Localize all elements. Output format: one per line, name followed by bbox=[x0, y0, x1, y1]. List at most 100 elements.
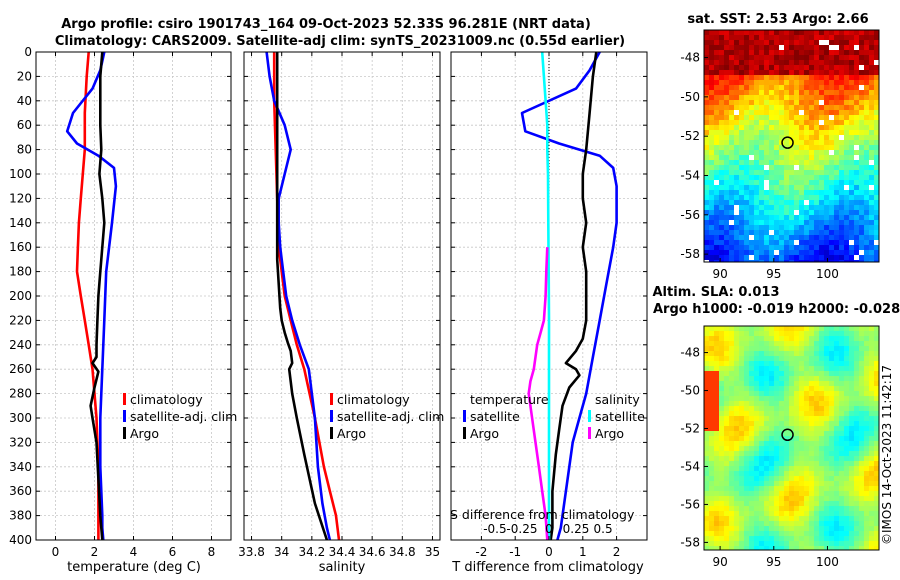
map-cell bbox=[829, 55, 835, 61]
map-cell bbox=[749, 456, 755, 462]
map-cell bbox=[759, 441, 765, 447]
map-cell bbox=[864, 411, 870, 417]
map-cell bbox=[739, 326, 745, 332]
map-cell bbox=[804, 481, 810, 487]
map-cell bbox=[859, 70, 865, 76]
map-cell bbox=[789, 130, 795, 136]
map-cell bbox=[804, 426, 810, 432]
map-cell bbox=[874, 205, 879, 211]
map-cell bbox=[724, 331, 730, 337]
map-cell bbox=[799, 356, 805, 362]
map-cell bbox=[819, 215, 825, 221]
map-cell bbox=[754, 255, 760, 261]
map-cell bbox=[794, 200, 800, 206]
map-cell bbox=[704, 491, 710, 497]
map-cell bbox=[839, 125, 845, 131]
top-tick-label: 0.5 bbox=[594, 522, 613, 536]
map-cell bbox=[759, 190, 765, 196]
map-cell bbox=[729, 45, 735, 51]
map-cell bbox=[754, 225, 760, 231]
map-cell bbox=[784, 185, 790, 191]
map-cell bbox=[804, 326, 810, 332]
map-cell bbox=[874, 195, 879, 201]
map-cell bbox=[729, 456, 735, 462]
map-cell bbox=[704, 205, 710, 211]
map-cell bbox=[714, 366, 720, 372]
map-cell bbox=[729, 190, 735, 196]
map-cell bbox=[854, 526, 860, 532]
map-cell bbox=[714, 235, 720, 241]
map-cell bbox=[739, 70, 745, 76]
map-cell bbox=[789, 95, 795, 101]
map-cell bbox=[824, 50, 830, 56]
map-cell bbox=[744, 336, 750, 342]
map-cell bbox=[714, 115, 720, 121]
map-cell bbox=[819, 476, 825, 482]
map-cell bbox=[854, 215, 860, 221]
map-cell bbox=[854, 426, 860, 432]
map-cell bbox=[714, 426, 720, 432]
x-tick-label: 35 bbox=[425, 545, 440, 559]
map-cell bbox=[854, 85, 860, 91]
map-cell bbox=[769, 255, 775, 261]
map-cell bbox=[844, 95, 850, 101]
map-cell bbox=[859, 346, 865, 352]
map-cell bbox=[804, 456, 810, 462]
map-cell bbox=[849, 75, 855, 81]
map-cell bbox=[739, 426, 745, 432]
map-cell bbox=[714, 341, 720, 347]
map-cell bbox=[824, 165, 830, 171]
map-cell bbox=[809, 366, 815, 372]
map-cell bbox=[809, 105, 815, 111]
map-cell bbox=[799, 205, 805, 211]
map-cell bbox=[814, 346, 820, 352]
map-cell bbox=[824, 140, 830, 146]
map-cell bbox=[719, 65, 725, 71]
map-cell bbox=[854, 30, 860, 36]
map-cell bbox=[844, 100, 850, 106]
map-cell bbox=[859, 336, 865, 342]
map-cell bbox=[739, 496, 745, 502]
map-cell bbox=[734, 140, 740, 146]
map-cell bbox=[729, 446, 735, 452]
map-cell bbox=[799, 120, 805, 126]
map-cell bbox=[779, 80, 785, 86]
map-cell bbox=[839, 155, 845, 161]
map-cell bbox=[704, 245, 710, 251]
map-cell bbox=[714, 145, 720, 151]
map-cell bbox=[764, 326, 770, 332]
map-cell bbox=[709, 170, 715, 176]
map-cell bbox=[834, 376, 840, 382]
map-cell bbox=[769, 140, 775, 146]
map-cell bbox=[779, 516, 785, 522]
map-cell bbox=[759, 200, 765, 206]
map-cell bbox=[874, 346, 879, 352]
map-cell bbox=[774, 456, 780, 462]
map-cell bbox=[779, 501, 785, 507]
map-cell bbox=[789, 466, 795, 472]
map-cell bbox=[764, 210, 770, 216]
map-cell bbox=[714, 496, 720, 502]
map-cell bbox=[779, 331, 785, 337]
map-cell bbox=[714, 250, 720, 256]
series-satellite-adj-clim bbox=[65, 52, 118, 540]
map-cell bbox=[859, 75, 865, 81]
map-cell bbox=[829, 110, 835, 116]
map-cell bbox=[794, 401, 800, 407]
map-cell bbox=[719, 225, 725, 231]
map-cell bbox=[844, 506, 850, 512]
map-cell bbox=[774, 55, 780, 61]
map-cell bbox=[849, 516, 855, 522]
map-cell bbox=[794, 506, 800, 512]
map-cell bbox=[814, 45, 820, 51]
map-cell bbox=[754, 130, 760, 136]
map-cell bbox=[764, 140, 770, 146]
map-cell bbox=[824, 501, 830, 507]
map-cell bbox=[799, 190, 805, 196]
map-cell bbox=[819, 105, 825, 111]
map-cell bbox=[844, 326, 850, 332]
map-cell bbox=[749, 130, 755, 136]
map-cell bbox=[854, 80, 860, 86]
map-cell bbox=[704, 341, 710, 347]
map-cell bbox=[819, 85, 825, 91]
